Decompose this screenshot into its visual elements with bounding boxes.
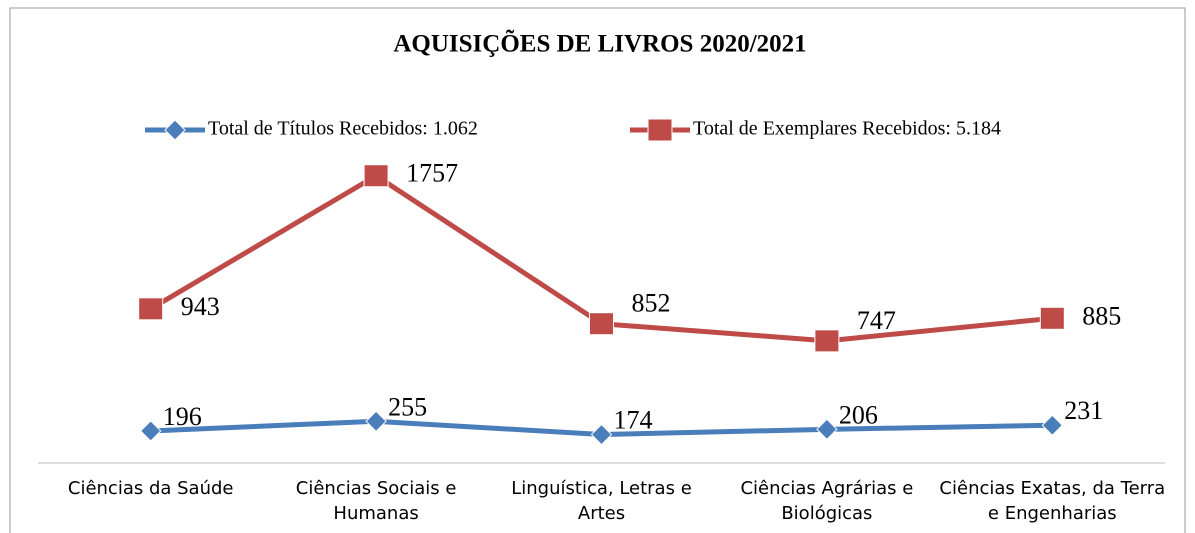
chart-border [9, 7, 1186, 533]
data-label: 255 [388, 392, 427, 421]
legend-marker [164, 119, 186, 141]
data-label: 943 [181, 292, 220, 321]
data-label: 852 [632, 289, 671, 318]
data-point [816, 418, 838, 441]
data-label: 747 [857, 306, 896, 335]
data-label: 885 [1082, 301, 1121, 330]
x-tick-label: Ciências da Saúde [67, 478, 234, 499]
data-point [590, 423, 613, 446]
data-point [139, 420, 162, 442]
data-point [1041, 414, 1064, 436]
x-tick-label: Ciências Exatas, da Terra e Engenharias [939, 478, 1166, 524]
x-tick-label: Ciências Agrárias e Biológicas [740, 478, 914, 524]
legend-marker [647, 118, 673, 142]
data-point [365, 410, 387, 433]
chart-title: AQUISIÇÕES DE LIVROS 2020/2021 [393, 29, 806, 58]
data-label: 1757 [406, 159, 458, 188]
data-label: 206 [839, 400, 878, 429]
x-tick-label: Ciências Sociais e Humanas [295, 478, 457, 524]
data-point [363, 164, 389, 188]
x-tick-label: Linguística, Letras e Artes [511, 478, 692, 524]
data-point [589, 312, 614, 336]
data-point [1039, 306, 1065, 330]
legend-label: Total de Títulos Recebidos: 1.062 [208, 118, 478, 140]
data-label: 174 [614, 406, 653, 435]
data-point [138, 297, 164, 321]
data-label: 231 [1064, 396, 1103, 425]
legend-label: Total de Exemplares Recebidos: 5.184 [693, 118, 1001, 140]
data-label: 196 [163, 402, 202, 431]
data-point [814, 329, 840, 353]
